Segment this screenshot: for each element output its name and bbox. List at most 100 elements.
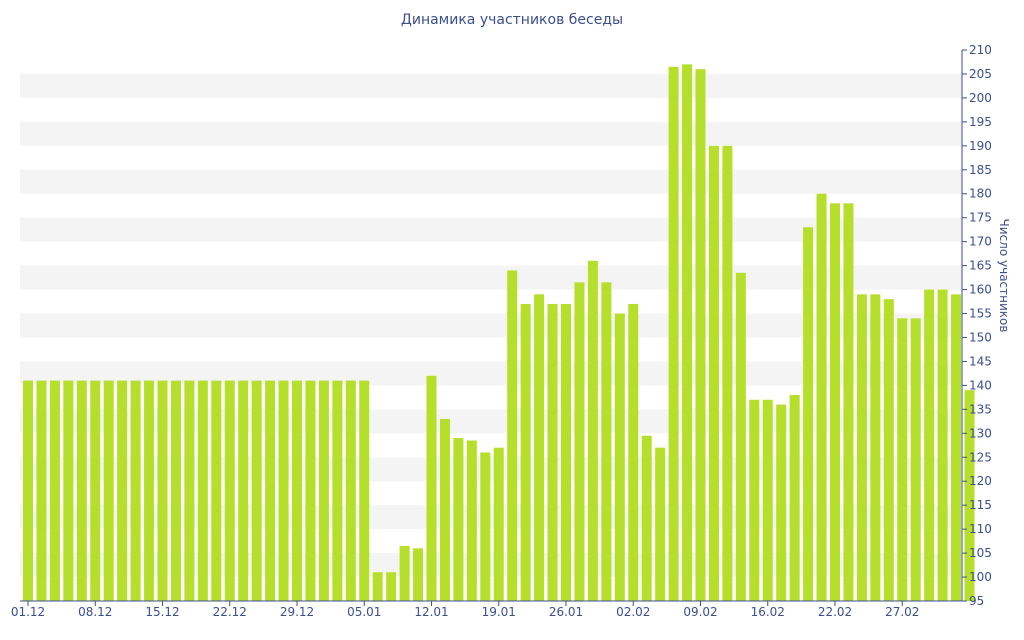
bar <box>386 572 397 601</box>
bar <box>641 435 652 601</box>
bar <box>507 270 518 601</box>
y-tick-label: 190 <box>969 139 992 153</box>
x-tick-label: 01.12 <box>11 605 45 619</box>
y-tick-label: 140 <box>969 378 992 392</box>
x-tick-label: 16.02 <box>751 605 785 619</box>
bar <box>90 380 101 601</box>
bar <box>278 380 289 601</box>
bar <box>36 380 47 601</box>
bar <box>682 64 693 602</box>
bar <box>937 289 948 601</box>
x-tick-label: 19.01 <box>482 605 516 619</box>
bar <box>157 380 168 601</box>
bar <box>695 69 706 601</box>
bar <box>130 380 141 601</box>
bar <box>628 303 639 601</box>
bar <box>197 380 208 601</box>
bar <box>413 548 424 601</box>
bar <box>924 289 935 601</box>
bar <box>655 447 666 601</box>
bar <box>534 294 545 601</box>
y-tick-label: 155 <box>969 307 992 321</box>
bar <box>614 313 625 601</box>
x-tick-label: 15.12 <box>145 605 179 619</box>
bar <box>601 282 612 601</box>
x-tick-label: 02.02 <box>616 605 650 619</box>
bar <box>76 380 87 601</box>
y-tick-label: 180 <box>969 187 992 201</box>
bar <box>23 380 33 601</box>
bar <box>439 418 450 601</box>
bar <box>561 303 571 601</box>
y-tick-label: 110 <box>969 522 992 536</box>
bar <box>493 447 504 601</box>
bar <box>803 227 814 601</box>
y-tick-label: 160 <box>969 283 992 297</box>
bar <box>63 380 74 601</box>
y-tick-label: 95 <box>969 594 984 608</box>
x-tick-label: 29.12 <box>280 605 314 619</box>
x-tick-label: 09.02 <box>683 605 717 619</box>
grid-band <box>20 73 962 98</box>
bar <box>359 380 370 601</box>
bar <box>184 380 195 601</box>
bar <box>399 545 410 601</box>
y-tick-label: 125 <box>969 450 992 464</box>
x-tick-label: 26.01 <box>549 605 583 619</box>
y-tick-label: 205 <box>969 67 992 81</box>
bar <box>318 380 329 601</box>
bar <box>883 299 894 601</box>
bar <box>332 380 343 601</box>
grid-band <box>20 121 962 146</box>
grid-band <box>20 169 962 194</box>
y-tick-label: 105 <box>969 546 992 560</box>
y-tick-label: 130 <box>969 426 992 440</box>
chart-title: Динамика участников беседы <box>400 12 624 28</box>
bar <box>345 380 356 601</box>
y-tick-label: 165 <box>969 259 992 273</box>
bar <box>520 303 531 601</box>
y-tick-label: 175 <box>969 211 992 225</box>
bar <box>830 203 840 602</box>
bar <box>224 380 235 601</box>
bar <box>372 572 383 601</box>
bar <box>776 404 787 601</box>
y-tick-label: 170 <box>969 235 992 249</box>
bar <box>103 380 114 601</box>
x-tick-label: 12.01 <box>414 605 448 619</box>
bar <box>466 440 477 601</box>
y-tick-label: 145 <box>969 354 992 368</box>
bar <box>265 380 276 601</box>
x-tick-label: 22.02 <box>818 605 852 619</box>
y-tick-label: 210 <box>969 43 992 57</box>
bar <box>305 380 316 601</box>
bar <box>251 380 262 601</box>
y-tick-label: 195 <box>969 115 992 129</box>
bar <box>964 390 975 601</box>
bar <box>144 380 155 601</box>
y-tick-label: 100 <box>969 570 992 584</box>
bar <box>816 193 827 601</box>
bar <box>480 452 491 601</box>
bar <box>870 294 881 601</box>
bar <box>587 260 598 601</box>
y-tick-label: 150 <box>969 330 992 344</box>
bar <box>843 203 854 602</box>
y-axis-title: Число участников <box>997 219 1011 333</box>
y-tick-label: 135 <box>969 402 992 416</box>
bar <box>453 438 464 601</box>
bar <box>789 394 800 601</box>
x-tick-label: 05.01 <box>347 605 381 619</box>
bar <box>749 399 760 601</box>
y-tick-label: 115 <box>969 498 992 512</box>
bar <box>292 380 302 601</box>
x-tick-label: 22.12 <box>213 605 247 619</box>
bar <box>708 145 719 601</box>
x-tick-label: 08.12 <box>78 605 112 619</box>
x-tick-label: 27.02 <box>885 605 919 619</box>
bar <box>238 380 249 601</box>
bar <box>668 66 679 602</box>
bar <box>574 282 585 601</box>
bar <box>547 303 558 601</box>
bar <box>897 318 908 601</box>
